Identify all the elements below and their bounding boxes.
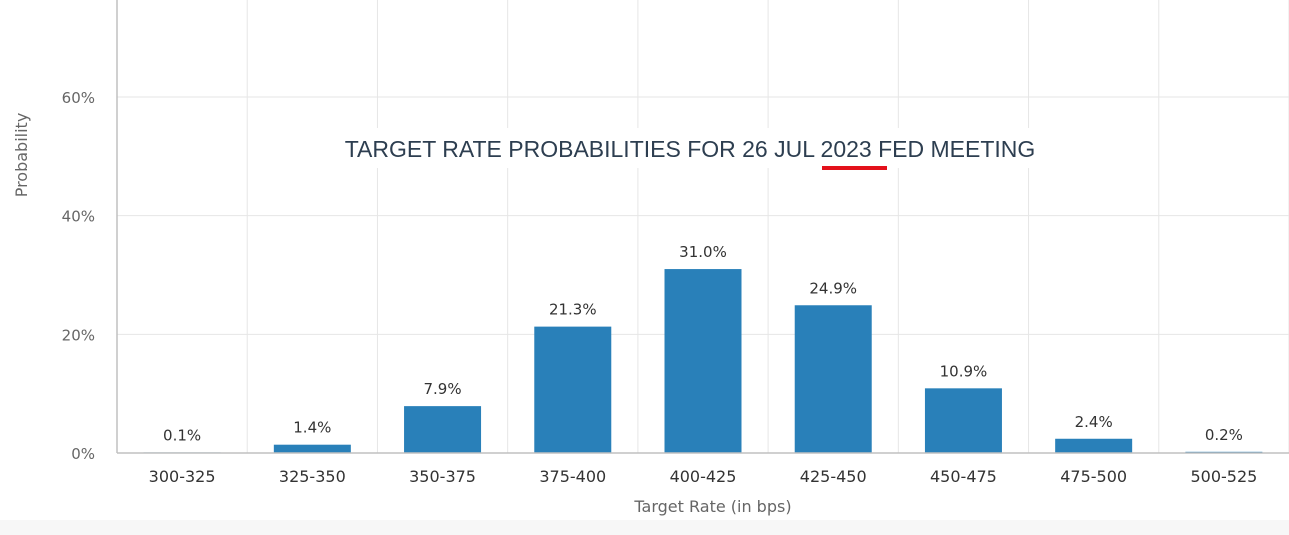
bar-325-350 xyxy=(273,444,351,453)
y-tick-label: 60% xyxy=(62,89,95,107)
x-tick-label: 400-425 xyxy=(670,467,737,486)
data-label: 1.4% xyxy=(293,419,331,437)
data-label: 0.2% xyxy=(1205,426,1243,444)
data-label: 21.3% xyxy=(549,301,597,319)
data-label: 31.0% xyxy=(679,243,727,261)
bar-350-375 xyxy=(404,406,482,453)
bar-400-425 xyxy=(664,269,742,453)
x-tick-label: 300-325 xyxy=(149,467,216,486)
y-axis-title: Probability xyxy=(12,113,31,198)
data-label: 2.4% xyxy=(1075,413,1113,431)
x-tick-label: 475-500 xyxy=(1060,467,1127,486)
footer-band xyxy=(0,520,1289,535)
x-tick-label: 325-350 xyxy=(279,467,346,486)
x-tick-label: 350-375 xyxy=(409,467,476,486)
bar-375-400 xyxy=(534,326,612,453)
year-highlight-underline xyxy=(822,166,887,170)
data-label: 0.1% xyxy=(163,426,201,444)
bar-475-500 xyxy=(1055,438,1133,453)
data-labels: 0.1% 1.4% 7.9% 21.3% 31.0% 24.9% 10.9% 2.4% 0.2% xyxy=(163,243,1243,444)
data-label: 10.9% xyxy=(940,362,988,380)
y-tick-label: 20% xyxy=(62,326,95,344)
y-tick-label: 0% xyxy=(71,445,95,463)
bars xyxy=(143,269,1263,453)
x-tick-label: 375-400 xyxy=(539,467,606,486)
data-label: 7.9% xyxy=(424,380,462,398)
x-tick-label: 425-450 xyxy=(800,467,867,486)
x-axis-title: Target Rate (in bps) xyxy=(633,497,791,516)
bar-450-475 xyxy=(924,388,1002,453)
chart-title: TARGET RATE PROBABILITIES FOR 26 JUL 202… xyxy=(345,136,1036,162)
grid-lines xyxy=(116,0,1289,453)
axes: 0% 20% 40% 60% 300-325 325-350 350-375 375-400 4… xyxy=(62,0,1289,486)
y-tick-label: 40% xyxy=(62,208,95,226)
x-tick-label: 450-475 xyxy=(930,467,997,486)
chart-title-background xyxy=(318,128,1062,168)
data-label: 24.9% xyxy=(809,279,857,297)
x-tick-label: 500-525 xyxy=(1190,467,1257,486)
bar-425-450 xyxy=(794,305,872,453)
